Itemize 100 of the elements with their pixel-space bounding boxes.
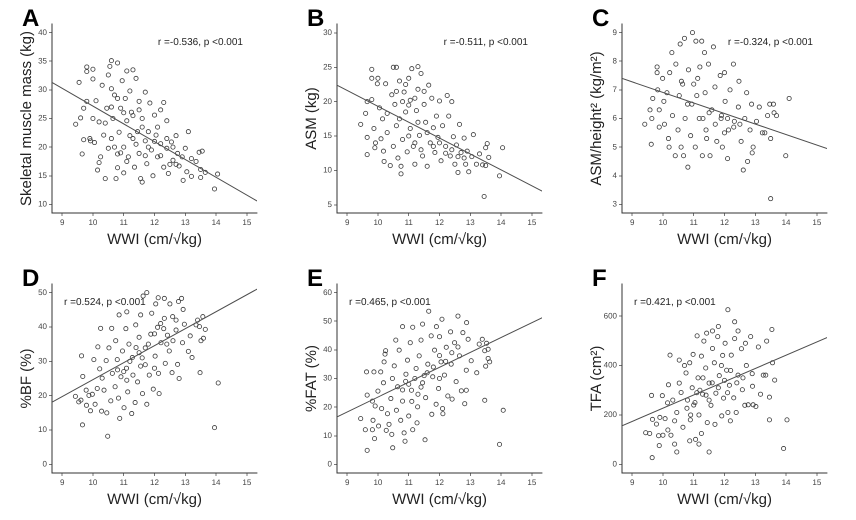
y-tick-label: 200 [604, 410, 618, 420]
x-tick-label: 12 [720, 218, 730, 228]
y-tick-label: 30 [323, 374, 333, 383]
y-axis-title: %BF (%) [18, 348, 36, 408]
y-tick-label: 10 [323, 430, 333, 440]
x-tick-label: 12 [435, 478, 444, 488]
x-tick-label: 15 [812, 478, 822, 488]
x-tick-label: 11 [690, 218, 698, 228]
y-tick-label: 4 [612, 170, 618, 180]
x-tick-label: 15 [527, 478, 537, 488]
x-tick-label: 15 [242, 478, 252, 488]
x-tick-label: 10 [373, 478, 383, 488]
x-tick-label: 15 [527, 218, 537, 228]
x-tick-label: 14 [782, 478, 792, 488]
y-tick-label: 60 [323, 288, 333, 297]
y-tick-label: 30 [323, 28, 333, 38]
y-tick-label: 10 [323, 166, 333, 175]
y-axis-title: Skeletal muscle mass (kg) [18, 30, 36, 206]
chart-title: E [307, 265, 324, 292]
x-tick-label: 9 [630, 218, 635, 228]
x-tick-label: 10 [658, 218, 668, 228]
chart-title: D [22, 265, 40, 292]
annotation: r =0.465, p <0.001 [349, 296, 432, 308]
x-tick-label: 13 [180, 218, 190, 228]
y-tick-label: 40 [38, 28, 48, 37]
y-axis-title: ASM/height² (kg/m²) [588, 51, 606, 186]
x-tick-label: 11 [120, 218, 128, 228]
x-tick-label: 9 [60, 218, 65, 228]
x-tick-label: 10 [373, 218, 383, 228]
x-tick-label: 11 [404, 478, 414, 488]
x-tick-label: 12 [720, 478, 730, 488]
y-tick-label: 40 [323, 345, 333, 354]
x-tick-label: 13 [466, 478, 476, 488]
y-tick-label: 0 [42, 460, 48, 469]
y-tick-label: 8 [612, 56, 618, 66]
y-tick-label: 20 [38, 142, 48, 152]
y-tick-label: 0 [612, 460, 618, 469]
x-tick-label: 12 [150, 218, 160, 228]
x-axis-title: WWI (cm/√kg) [107, 491, 202, 508]
y-tick-label: 20 [323, 402, 333, 412]
y-tick-label: 3 [612, 200, 618, 209]
y-tick-label: 35 [38, 56, 48, 66]
x-axis-title: WWI (cm/√kg) [107, 231, 202, 248]
x-tick-label: 11 [404, 218, 414, 228]
x-tick-label: 14 [212, 218, 222, 228]
x-tick-label: 14 [496, 478, 506, 488]
x-tick-label: 11 [690, 478, 698, 488]
y-tick-label: 10 [38, 200, 48, 209]
x-tick-label: 9 [630, 478, 635, 488]
x-axis-title: WWI (cm/√kg) [677, 491, 772, 508]
x-tick-label: 10 [658, 478, 668, 488]
x-tick-label: 14 [212, 478, 222, 488]
y-tick-label: 0 [328, 460, 333, 469]
y-tick-label: 15 [38, 170, 48, 180]
x-tick-label: 9 [344, 478, 350, 488]
annotation: r =-0.324, p <0.001 [728, 36, 814, 48]
x-tick-label: 9 [344, 218, 350, 228]
y-tick-label: 9 [612, 28, 618, 37]
x-tick-label: 15 [242, 218, 252, 228]
y-tick-label: 25 [38, 114, 48, 123]
x-tick-label: 12 [150, 478, 160, 488]
y-tick-label: 5 [612, 142, 618, 152]
y-tick-label: 10 [38, 425, 48, 434]
chart-title: C [592, 5, 610, 32]
x-axis-title: WWI (cm/√kg) [392, 491, 487, 508]
x-tick-label: 9 [60, 478, 65, 488]
y-tick-label: 30 [38, 85, 48, 94]
annotation: r =0.421, p <0.001 [634, 296, 716, 308]
x-tick-label: 12 [435, 218, 444, 228]
x-axis-title: WWI (cm/√kg) [677, 231, 772, 248]
y-axis-title: TFA (cm²) [588, 346, 606, 412]
y-tick-label: 50 [38, 288, 48, 297]
y-tick-label: 5 [328, 200, 333, 209]
chart-title: A [22, 5, 40, 32]
x-tick-label: 13 [750, 478, 760, 488]
annotation: r =-0.511, p <0.001 [444, 36, 528, 48]
chart-title: F [592, 265, 607, 292]
chart-title: B [307, 5, 324, 32]
x-tick-label: 14 [782, 218, 792, 228]
x-axis-title: WWI (cm/√kg) [392, 231, 487, 248]
y-tick-label: 20 [323, 96, 333, 106]
x-tick-label: 13 [180, 478, 190, 488]
x-tick-label: 13 [750, 218, 760, 228]
x-tick-label: 11 [120, 478, 128, 488]
annotation: r =-0.536, p <0.001 [158, 36, 244, 48]
x-tick-label: 15 [812, 218, 822, 228]
y-axis-title: %FAT (%) [303, 345, 320, 412]
y-tick-label: 6 [612, 114, 618, 123]
annotation: r =0.524, p <0.001 [64, 296, 146, 308]
x-tick-label: 10 [88, 478, 98, 488]
y-tick-label: 25 [323, 62, 333, 72]
y-tick-label: 30 [38, 356, 48, 366]
y-tick-label: 50 [323, 316, 333, 326]
y-tick-label: 7 [612, 85, 618, 94]
x-tick-label: 13 [466, 218, 476, 228]
y-tick-label: 400 [604, 360, 618, 370]
y-tick-label: 600 [604, 311, 618, 320]
y-axis-title: ASM (kg) [303, 87, 320, 150]
y-tick-label: 40 [38, 322, 48, 332]
y-tick-label: 20 [38, 390, 48, 400]
